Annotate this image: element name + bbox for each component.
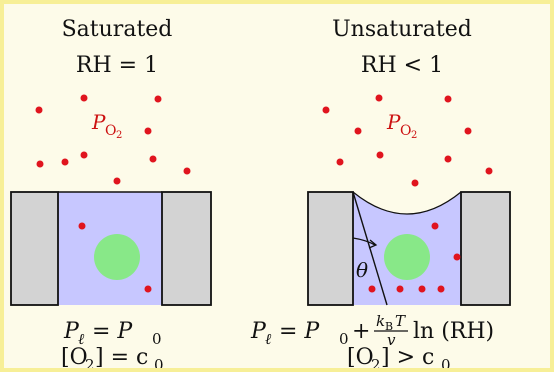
left-cell <box>94 234 140 280</box>
right-rh-label: RH < 1 <box>361 53 443 78</box>
svg-text:[O: [O <box>347 345 374 368</box>
left-wall-right <box>161 191 212 306</box>
svg-text:2: 2 <box>116 130 122 141</box>
svg-text:ln (RH): ln (RH) <box>413 319 494 344</box>
right-wall-right <box>460 191 511 306</box>
dissolved-particle <box>78 222 86 230</box>
svg-text:[O: [O <box>61 345 88 368</box>
svg-text:P: P <box>63 319 80 344</box>
gas-particle <box>376 151 384 159</box>
gas-particle <box>322 106 330 114</box>
right-eq-pressure: P ℓ = P 0 + k B T v ln (RH) <box>250 312 494 349</box>
left-title: Saturated <box>62 17 173 42</box>
contact-tangent-line <box>352 191 388 306</box>
right-title: Unsaturated <box>332 17 472 42</box>
svg-text:0: 0 <box>441 356 451 368</box>
svg-text:2: 2 <box>371 356 381 368</box>
gas-particle <box>485 167 493 175</box>
gas-particle <box>464 127 472 135</box>
svg-text:0: 0 <box>152 330 162 348</box>
gas-particle <box>336 158 344 166</box>
right-gas-label: P O 2 <box>386 110 417 141</box>
left-gas-particles <box>35 94 191 185</box>
dissolved-particle <box>431 222 439 230</box>
svg-text:] = c: ] = c <box>95 345 148 368</box>
gas-particle <box>80 94 88 102</box>
svg-text:B: B <box>385 320 393 333</box>
contact-angle-arc <box>352 237 376 246</box>
svg-text:0: 0 <box>339 330 349 348</box>
right-meniscus-curved <box>352 191 462 215</box>
svg-text:] > c: ] > c <box>381 345 434 368</box>
right-eq-oxygen: [O 2 ] > c 0 <box>347 345 451 368</box>
left-dissolved-particles <box>78 222 152 293</box>
right-dissolved-particles <box>368 222 461 293</box>
svg-text:2: 2 <box>85 356 95 368</box>
gas-particle <box>154 95 162 103</box>
gas-particle <box>183 167 191 175</box>
gas-particle <box>36 160 44 168</box>
gas-particle <box>354 127 362 135</box>
dissolved-particle <box>396 285 404 293</box>
svg-text:v: v <box>387 331 396 349</box>
gas-particle <box>149 155 157 163</box>
svg-text:ℓ: ℓ <box>265 330 271 348</box>
gas-particle <box>35 106 43 114</box>
gas-particle <box>61 158 69 166</box>
svg-text:= P: = P <box>92 319 133 344</box>
left-gas-label: P O 2 <box>91 110 122 141</box>
left-eq-oxygen: [O 2 ] = c 0 <box>61 345 164 368</box>
dissolved-particle <box>453 253 461 261</box>
contact-angle-label: θ <box>356 258 368 282</box>
right-cell <box>384 234 430 280</box>
left-wall-left <box>10 191 59 306</box>
gas-particle <box>444 155 452 163</box>
right-wall-left <box>307 191 354 306</box>
gas-particle <box>144 127 152 135</box>
pore-diagram: Saturated RH = 1 P O 2 P ℓ = P 0 [O <box>10 17 511 368</box>
svg-text:O: O <box>105 123 116 139</box>
svg-text:2: 2 <box>411 130 417 141</box>
svg-text:T: T <box>395 312 406 330</box>
svg-text:= P: = P <box>279 319 320 344</box>
gas-particle <box>113 177 121 185</box>
svg-text:ℓ: ℓ <box>78 330 84 348</box>
left-rh-label: RH = 1 <box>76 53 158 78</box>
svg-text:O: O <box>400 123 411 139</box>
svg-text:P: P <box>91 110 106 134</box>
svg-text:0: 0 <box>154 356 164 368</box>
gas-particle <box>375 94 383 102</box>
contact-angle-arrowhead <box>368 239 378 249</box>
right-gas-particles <box>322 94 493 187</box>
gas-particle <box>80 151 88 159</box>
svg-text:P: P <box>250 319 267 344</box>
gas-particle <box>411 179 419 187</box>
dissolved-particle <box>437 285 445 293</box>
gas-particle <box>444 95 452 103</box>
dissolved-particle <box>418 285 426 293</box>
dissolved-particle <box>368 285 376 293</box>
dissolved-particle <box>144 285 152 293</box>
svg-text:k: k <box>376 312 385 330</box>
left-eq-pressure: P ℓ = P 0 <box>63 319 162 348</box>
svg-text:+: + <box>352 319 370 344</box>
svg-text:P: P <box>386 110 401 134</box>
